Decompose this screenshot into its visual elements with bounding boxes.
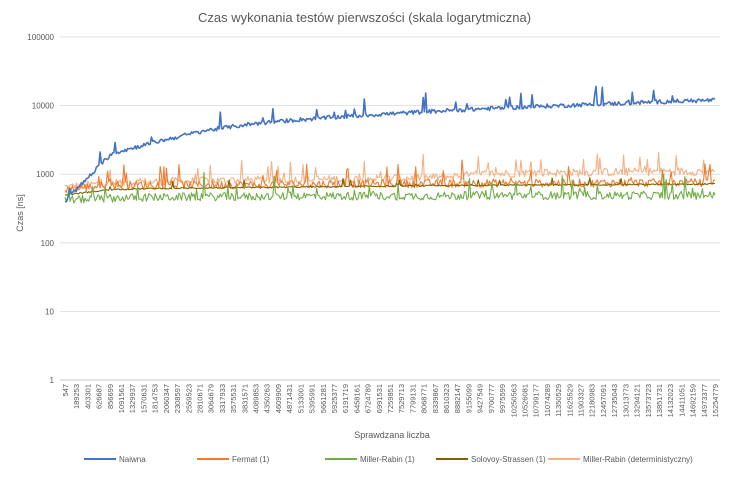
x-tick-label: 10250563: [509, 384, 518, 417]
legend-label: Miller-Rabin (1): [360, 455, 415, 464]
series-line-naiwna: [64, 85, 716, 203]
x-tick-label: 189253: [72, 384, 81, 409]
x-tick-label: 14973377: [700, 384, 709, 417]
x-tick-label: 12735043: [610, 384, 619, 417]
x-tick-label: 8339867: [431, 384, 440, 413]
series-line-solovoy-strassen-1: [65, 177, 715, 196]
x-tick-label: 1570631: [139, 384, 148, 413]
x-tick-label: 5661281: [319, 384, 328, 413]
y-axis-label: Czas [ns]: [15, 194, 25, 232]
x-tick-label: 2559523: [184, 384, 193, 413]
x-axis-ticks: 547 189253 403301 626687 856699 1091561 132993…: [61, 384, 720, 417]
x-tick-label: 10526081: [520, 384, 529, 417]
x-tick-label: 14411051: [677, 384, 686, 417]
series-lines: [64, 85, 716, 204]
x-tick-label: 8882147: [453, 384, 462, 413]
legend-label: Fermat (1): [232, 455, 270, 464]
x-tick-label: 6191719: [341, 384, 350, 413]
x-tick-label: 5925377: [330, 384, 339, 413]
x-tick-label: 11350529: [554, 384, 563, 417]
x-tick-label: 11074289: [543, 384, 552, 417]
x-tick-label: 11903327: [577, 384, 586, 417]
x-tick-label: 9975599: [498, 384, 507, 413]
x-tick-label: 7529713: [397, 384, 406, 413]
x-tick-label: 4871431: [285, 384, 294, 413]
x-tick-label: 13013773: [621, 384, 630, 417]
x-tick-label: 14692159: [689, 384, 698, 417]
x-tick-label: 2810671: [195, 384, 204, 413]
legend: Naiwna Fermat (1) Miller-Rabin (1) Solovoy-…: [84, 455, 693, 464]
legend-label: Miller-Rabin (deterministyczny): [583, 455, 693, 464]
x-tick-label: 547: [61, 384, 70, 397]
x-tick-label: 7799131: [408, 384, 417, 413]
y-tick-label: 10: [45, 307, 54, 316]
x-tick-label: 6991531: [375, 384, 384, 413]
x-tick-label: 626687: [95, 384, 104, 409]
x-tick-label: 14132023: [666, 384, 675, 417]
x-tick-label: 4609909: [274, 384, 283, 413]
chart-title: Czas wykonania testów pierwszości (skala…: [198, 10, 531, 25]
x-tick-label: 3575531: [229, 384, 238, 413]
x-tick-label: 10799177: [532, 384, 541, 417]
legend-label: Naiwna: [119, 455, 146, 464]
x-tick-label: 4350263: [263, 384, 272, 413]
x-tick-label: 9155099: [464, 384, 473, 413]
x-tick-label: 9427549: [476, 384, 485, 413]
x-tick-label: 12180983: [588, 384, 597, 417]
legend-label: Solovoy-Strassen (1): [471, 455, 546, 464]
series-line-miller-rabin-1: [64, 171, 716, 204]
y-tick-label: 100000: [27, 33, 54, 42]
x-tick-label: 6458161: [352, 384, 361, 413]
y-axis-ticks: 1 10 100 1000 10000 100000: [27, 33, 54, 385]
x-tick-label: 2060347: [162, 384, 171, 413]
y-tick-label: 1000: [36, 170, 54, 179]
x-axis-label: Sprawdzana liczba: [354, 430, 430, 440]
x-tick-label: 4089853: [252, 384, 261, 413]
series-line-miller-rabin-deterministyczny: [65, 152, 716, 190]
x-tick-label: 403301: [83, 384, 92, 409]
x-tick-label: 856699: [106, 384, 115, 409]
y-tick-label: 100: [41, 239, 55, 248]
x-tick-label: 6724789: [364, 384, 373, 413]
x-tick-label: 3317933: [218, 384, 227, 413]
x-tick-label: 5133001: [296, 384, 305, 413]
x-tick-label: 1814753: [151, 384, 160, 413]
x-tick-label: 8068771: [420, 384, 429, 413]
y-tick-label: 1: [50, 376, 55, 385]
x-tick-label: 11625529: [565, 384, 574, 417]
x-tick-label: 8610323: [442, 384, 451, 413]
series-line-fermat-1: [64, 159, 716, 194]
x-tick-label: 9700777: [487, 384, 496, 413]
x-tick-label: 1329937: [128, 384, 137, 413]
y-tick-label: 10000: [32, 102, 55, 111]
x-tick-label: 2308597: [173, 384, 182, 413]
x-tick-label: 7259851: [386, 384, 395, 413]
grid-lines: [60, 36, 720, 381]
x-tick-label: 12457091: [599, 384, 608, 417]
x-tick-label: 1091561: [117, 384, 126, 413]
x-tick-label: 13573723: [644, 384, 653, 417]
x-tick-label: 13294121: [633, 384, 642, 417]
x-tick-label: 3064679: [207, 384, 216, 413]
x-tick-label: 15254779: [711, 384, 720, 417]
x-tick-label: 5395991: [308, 384, 317, 413]
x-tick-label: 13851731: [655, 384, 664, 417]
x-tick-label: 3831571: [240, 384, 249, 413]
